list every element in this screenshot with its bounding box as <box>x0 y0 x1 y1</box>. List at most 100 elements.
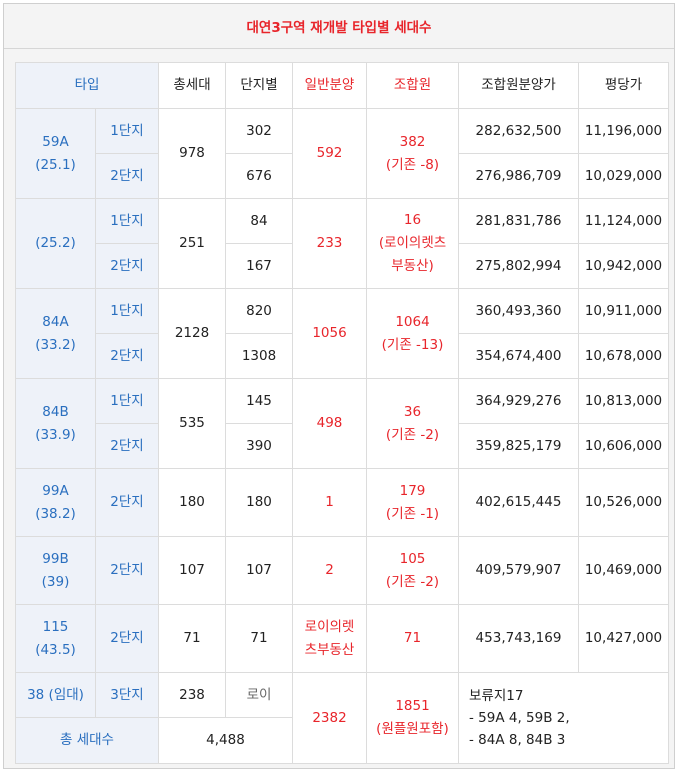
table-row: 99B (39) 2단지 107 107 2 105 (기존 -2) 409,5… <box>15 536 669 605</box>
general-cell: 233 <box>292 198 367 289</box>
count-cell: 145 <box>225 378 293 424</box>
table-row: 99A (38.2) 2단지 180 180 1 179 (기존 -1) 402… <box>15 468 669 537</box>
general-cell: 498 <box>292 378 367 469</box>
type-cell: 99A (38.2) <box>15 468 96 537</box>
units-table: 타입 총세대 단지별 일반분양 조합원 조합원분양가 평당가 59A (25.1… <box>15 62 669 764</box>
total-cell: 978 <box>158 108 226 199</box>
danji-cell: 1단지 <box>95 198 159 244</box>
count-cell: 1308 <box>225 333 293 379</box>
count-cell: 84 <box>225 198 293 244</box>
count-cell: 180 <box>225 468 293 537</box>
count-cell: 390 <box>225 423 293 469</box>
pp-cell: 10,427,000 <box>578 604 669 673</box>
table-row: (25.2) 1단지 251 84 233 16 (로이의렛츠 부동산) 281… <box>15 198 669 289</box>
table-row: 115 (43.5) 2단지 71 71 로이의렛 츠부동산 71 453,74… <box>15 604 669 673</box>
header-per-pyeong: 평당가 <box>578 62 669 109</box>
type-cell: 84B (33.9) <box>15 378 96 469</box>
count-cell: 107 <box>225 536 293 605</box>
total-cell: 238 <box>158 672 226 718</box>
summary-member-cell: 1851 (원플원포함) <box>366 672 459 764</box>
type-cell: 115 (43.5) <box>15 604 96 673</box>
danji-cell: 2단지 <box>95 423 159 469</box>
danji-cell: 2단지 <box>95 468 159 537</box>
count-cell: 676 <box>225 153 293 199</box>
general-cell: 로이의렛 츠부동산 <box>292 604 367 673</box>
price-cell: 282,632,500 <box>458 108 579 154</box>
price-cell: 409,579,907 <box>458 536 579 605</box>
pp-cell: 10,813,000 <box>578 378 669 424</box>
price-cell: 453,743,169 <box>458 604 579 673</box>
pp-cell: 10,029,000 <box>578 153 669 199</box>
price-cell: 275,802,994 <box>458 243 579 289</box>
price-cell: 281,831,786 <box>458 198 579 244</box>
header-type: 타입 <box>15 62 159 109</box>
table-row: 84A (33.2) 1단지 2128 820 1056 1064 (기존 -1… <box>15 288 669 379</box>
pp-cell: 10,606,000 <box>578 423 669 469</box>
table-row: 38 (임대) 3단지 238 로이 2382 1851 (원플원포함) 보류지… <box>15 672 669 764</box>
member-cell: 382 (기존 -8) <box>366 108 459 199</box>
total-cell: 107 <box>158 536 226 605</box>
table-row: 84B (33.9) 1단지 535 145 498 36 (기존 -2) 36… <box>15 378 669 469</box>
total-cell: 535 <box>158 378 226 469</box>
total-cell: 180 <box>158 468 226 537</box>
type-cell: 59A (25.1) <box>15 108 96 199</box>
pp-cell: 10,678,000 <box>578 333 669 379</box>
count-cell: 167 <box>225 243 293 289</box>
header-member-price: 조합원분양가 <box>458 62 579 109</box>
type-cell: (25.2) <box>15 198 96 289</box>
general-cell: 592 <box>292 108 367 199</box>
member-cell: 105 (기존 -2) <box>366 536 459 605</box>
type-cell: 84A (33.2) <box>15 288 96 379</box>
pp-cell: 10,911,000 <box>578 288 669 334</box>
table-row: 총 세대수 4,488 <box>15 717 669 764</box>
danji-cell: 2단지 <box>95 536 159 605</box>
table-row: 59A (25.1) 1단지 978 302 592 382 (기존 -8) 2… <box>15 108 669 199</box>
price-cell: 364,929,276 <box>458 378 579 424</box>
summary-total: 4,488 <box>158 717 293 764</box>
pp-cell: 11,196,000 <box>578 108 669 154</box>
danji-cell: 1단지 <box>95 378 159 424</box>
table-row: 2단지 676 276,986,709 10,029,000 <box>16 153 669 199</box>
danji-cell: 3단지 <box>95 672 159 718</box>
type-cell: 99B (39) <box>15 536 96 605</box>
price-cell: 402,615,445 <box>458 468 579 537</box>
count-cell: 로이 <box>225 672 293 718</box>
table-row: 2단지 167 275,802,994 10,942,000 <box>16 243 669 289</box>
count-cell: 820 <box>225 288 293 334</box>
table-row: 2단지 1308 354,674,400 10,678,000 <box>16 333 669 379</box>
danji-cell: 1단지 <box>95 108 159 154</box>
summary-general-cell: 2382 <box>292 672 367 764</box>
pp-cell: 10,526,000 <box>578 468 669 537</box>
general-cell: 2 <box>292 536 367 605</box>
reserve-note: 보류지17 - 59A 4, 59B 2, - 84A 8, 84B 3 <box>458 672 669 764</box>
table-title: 대연3구역 재개발 타입별 세대수 <box>4 4 674 49</box>
header-complex: 단지별 <box>225 62 293 109</box>
price-cell: 276,986,709 <box>458 153 579 199</box>
member-cell: 36 (기존 -2) <box>366 378 459 469</box>
member-cell: 1064 (기존 -13) <box>366 288 459 379</box>
danji-cell: 2단지 <box>95 153 159 199</box>
summary-label: 총 세대수 <box>15 717 159 764</box>
total-cell: 2128 <box>158 288 226 379</box>
pp-cell: 10,469,000 <box>578 536 669 605</box>
count-cell: 71 <box>225 604 293 673</box>
price-cell: 360,493,360 <box>458 288 579 334</box>
table-row: 2단지 390 359,825,179 10,606,000 <box>16 423 669 469</box>
danji-cell: 1단지 <box>95 288 159 334</box>
header-row: 타입 총세대 단지별 일반분양 조합원 조합원분양가 평당가 <box>15 62 669 109</box>
header-member: 조합원 <box>366 62 459 109</box>
danji-cell: 2단지 <box>95 333 159 379</box>
total-cell: 71 <box>158 604 226 673</box>
price-cell: 359,825,179 <box>458 423 579 469</box>
header-total: 총세대 <box>158 62 226 109</box>
general-cell: 1056 <box>292 288 367 379</box>
member-cell: 71 <box>366 604 459 673</box>
header-general: 일반분양 <box>292 62 367 109</box>
member-cell: 16 (로이의렛츠 부동산) <box>366 198 459 289</box>
pp-cell: 10,942,000 <box>578 243 669 289</box>
type-cell: 38 (임대) <box>15 672 96 718</box>
general-cell: 1 <box>292 468 367 537</box>
danji-cell: 2단지 <box>95 604 159 673</box>
table-frame: 대연3구역 재개발 타입별 세대수 타입 총세대 단지별 일반분양 조합원 조합… <box>3 3 675 769</box>
pp-cell: 11,124,000 <box>578 198 669 244</box>
